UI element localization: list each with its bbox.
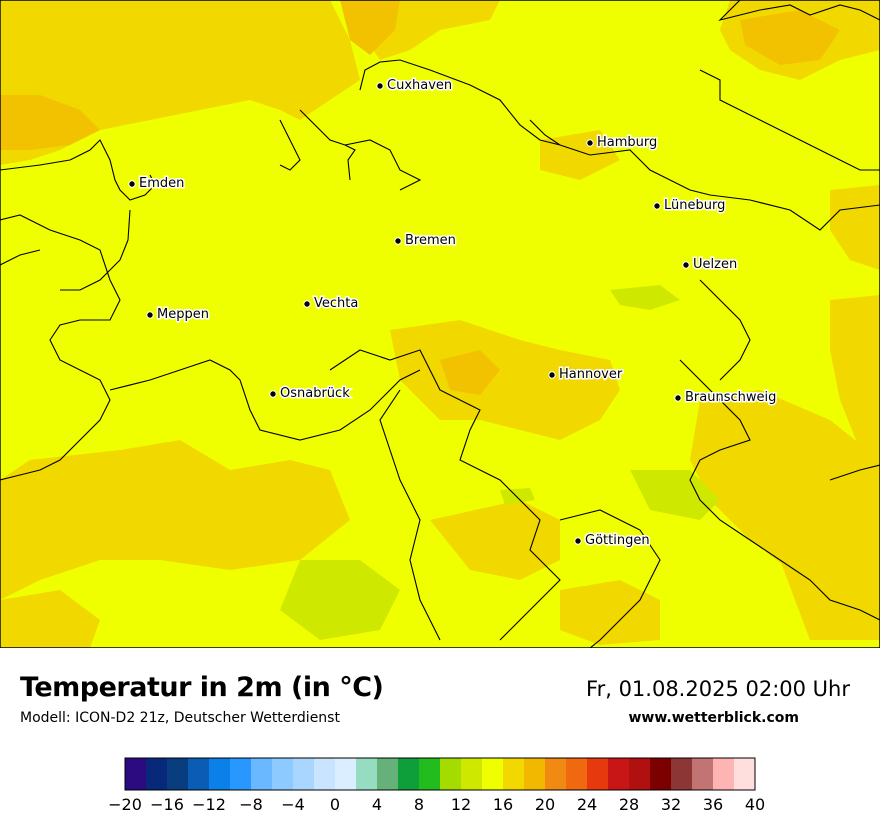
cool-regions [280, 285, 720, 640]
scale-tick-label: 32 [661, 795, 681, 814]
city-label: Braunschweig [685, 390, 776, 405]
city-marker: Meppen [146, 306, 210, 324]
scale-swatch [671, 758, 693, 790]
scale-swatch [692, 758, 714, 790]
boundaries [0, 0, 880, 648]
scale-swatch [230, 758, 252, 790]
map-panel: Cuxhaven Hamburg Emden Lüneburg Bremen Uelzen… [0, 0, 880, 648]
scale-tick-label: 8 [414, 795, 424, 814]
city-marker: Göttingen [574, 532, 651, 550]
model-subtitle: Modell: ICON-D2 21z, Deutscher Wetterdie… [20, 710, 340, 726]
city-marker: Lüneburg [653, 197, 727, 215]
scale-tick-label: −12 [192, 795, 226, 814]
city-label: Lüneburg [664, 198, 725, 213]
color-scale: −20 −16 −12 −8 −4 0 4 8 12 16 20 24 28 32 36 40 [108, 757, 765, 814]
city-marker: Cuxhaven [376, 77, 454, 95]
city-marker: Vechta [303, 295, 360, 313]
city-marker: Hannover [548, 366, 624, 384]
scale-swatch [629, 758, 651, 790]
city-label: Vechta [314, 296, 358, 311]
scale-tick-label: −4 [281, 795, 305, 814]
scale-tick-label: 12 [451, 795, 471, 814]
scale-swatch [566, 758, 588, 790]
city-marker: Uelzen [682, 256, 739, 274]
city-marker: Osnabrück [269, 385, 352, 403]
scale-swatch [608, 758, 630, 790]
city-dot [674, 394, 682, 402]
city-label: Hannover [559, 367, 623, 382]
scale-swatch [545, 758, 567, 790]
scale-swatch [314, 758, 336, 790]
city-marker: Emden [128, 175, 186, 193]
city-label: Göttingen [585, 533, 650, 548]
city-dot [586, 139, 594, 147]
scale-swatch [293, 758, 315, 790]
scale-tick-label: 16 [493, 795, 513, 814]
city-label: Emden [139, 176, 184, 191]
city-marker: Bremen [394, 232, 457, 250]
city-dot [394, 237, 402, 245]
city-dot [303, 300, 311, 308]
scale-swatch [524, 758, 546, 790]
scale-tick-label: 20 [535, 795, 555, 814]
city-label: Osnabrück [280, 386, 350, 401]
scale-swatch [188, 758, 210, 790]
scale-swatch [734, 758, 756, 790]
scale-swatch [440, 758, 462, 790]
scale-tick-label: −16 [150, 795, 184, 814]
footer: Temperatur in 2m (in °C) Modell: ICON-D2… [0, 648, 880, 830]
scale-tick-label: 4 [372, 795, 382, 814]
scale-frame [124, 757, 756, 791]
scale-swatch [356, 758, 378, 790]
forecast-datetime: Fr, 01.08.2025 02:00 Uhr [586, 677, 850, 701]
scale-tick-label: 24 [577, 795, 597, 814]
hot-regions [0, 0, 840, 395]
city-dot [128, 180, 136, 188]
scale-tick-label: 28 [619, 795, 639, 814]
city-marker: Braunschweig [674, 389, 778, 407]
map-title: Temperatur in 2m (in °C) [20, 672, 384, 703]
city-label: Uelzen [693, 257, 737, 272]
city-label: Bremen [405, 233, 456, 248]
scale-swatch [272, 758, 294, 790]
scale-swatch [398, 758, 420, 790]
city-dot [574, 537, 582, 545]
city-dot [682, 261, 690, 269]
city-dot [653, 202, 661, 210]
scale-tick-label: 40 [745, 795, 765, 814]
scale-tick-label: 36 [703, 795, 723, 814]
scale-swatch [209, 758, 231, 790]
scale-swatch [146, 758, 168, 790]
scale-swatch [335, 758, 357, 790]
scale-tick-label: −8 [239, 795, 263, 814]
scale-swatch [482, 758, 504, 790]
city-dot [376, 82, 384, 90]
scale-tick-label: −20 [108, 795, 142, 814]
scale-swatch [419, 758, 441, 790]
city-label: Hamburg [597, 135, 657, 150]
city-label: Cuxhaven [387, 78, 452, 93]
scale-swatch [650, 758, 672, 790]
scale-swatch [713, 758, 735, 790]
city-dot [269, 390, 277, 398]
city-label: Meppen [157, 307, 209, 322]
scale-swatch [587, 758, 609, 790]
website-link[interactable]: www.wetterblick.com [628, 710, 800, 726]
scale-swatch [251, 758, 273, 790]
scale-swatch [461, 758, 483, 790]
scale-swatch [167, 758, 189, 790]
city-dot [146, 311, 154, 319]
warm-regions [0, 0, 880, 648]
temperature-map: Cuxhaven Hamburg Emden Lüneburg Bremen Uelzen… [0, 0, 880, 648]
scale-swatch [503, 758, 525, 790]
scale-swatch [125, 758, 147, 790]
scale-swatch [377, 758, 399, 790]
city-marker: Hamburg [586, 134, 659, 152]
city-layer: Cuxhaven Hamburg Emden Lüneburg Bremen Uelzen… [128, 77, 778, 550]
scale-tick-label: 0 [330, 795, 340, 814]
city-dot [548, 371, 556, 379]
